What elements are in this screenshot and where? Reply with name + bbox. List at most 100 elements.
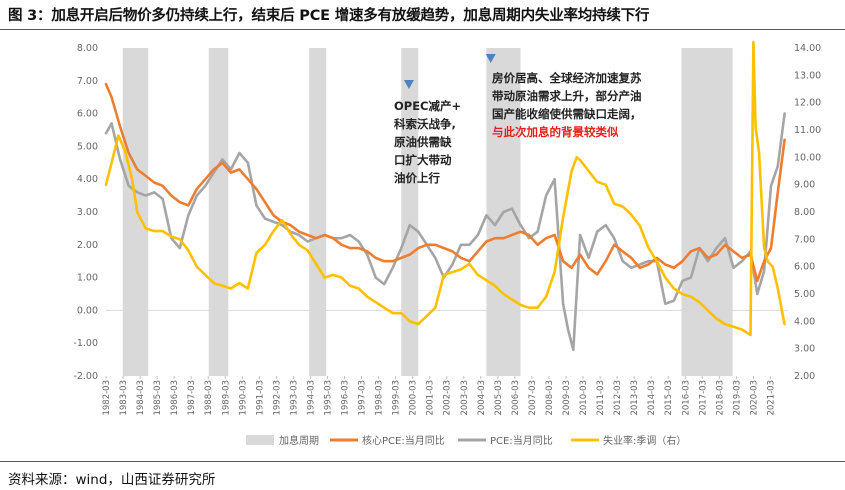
x-tick-label: 2005-03 xyxy=(494,380,504,416)
annotation-opec-line-3: 原油供需缺 xyxy=(394,135,452,149)
x-tick-label: 2003-03 xyxy=(460,380,470,416)
annotation-housing-highlight: 与此次加息的背景较类似 xyxy=(492,125,619,139)
y2-tick-label: 8.00 xyxy=(794,207,815,218)
x-tick-label: 2008-03 xyxy=(545,380,555,416)
hike-band-3 xyxy=(309,48,327,376)
x-tick-label: 2009-03 xyxy=(562,380,572,416)
x-tick-label: 2019-03 xyxy=(732,380,742,416)
y2-tick-label: 5.00 xyxy=(794,289,815,300)
x-tick-label: 2013-03 xyxy=(630,380,640,416)
x-tick-label: 1997-03 xyxy=(358,380,368,416)
y2-tick-label: 7.00 xyxy=(794,234,815,245)
legend: 加息周期 核心PCE:当月同比 PCE:当月同比 失业率:季调（右） xyxy=(246,434,686,447)
y2-tick-label: 6.00 xyxy=(794,262,815,273)
left-axis-ticks: 8.00 7.00 6.00 5.00 4.00 3.00 2.00 1.00 0.00 -1.0… xyxy=(73,43,98,382)
x-tick-label: 2001-03 xyxy=(426,380,436,416)
legend-label-hike: 加息周期 xyxy=(279,434,319,447)
chart: 8.00 7.00 6.00 5.00 4.00 3.00 2.00 1.00 0.00 -1.0… xyxy=(73,40,821,447)
hike-band-1 xyxy=(122,48,149,376)
y2-tick-label: 11.00 xyxy=(794,125,821,136)
hike-band-4 xyxy=(401,48,419,376)
x-tick-label: 1986-03 xyxy=(170,380,180,416)
x-tick-label: 1982-03 xyxy=(102,380,112,416)
series-lines xyxy=(104,40,786,352)
y-tick-label: 0.00 xyxy=(77,305,98,316)
y-tick-label: 2.00 xyxy=(77,240,98,251)
x-tick-label: 2015-03 xyxy=(664,380,674,416)
x-tick-label: 2012-03 xyxy=(613,380,623,416)
y-tick-label: 4.00 xyxy=(77,174,98,185)
top-rule xyxy=(0,29,845,30)
figure-title: 图 3：加息开启后物价多仍持续上行，结束后 PCE 增速多有放缓趋势，加息周期内… xyxy=(8,8,650,24)
y2-tick-label: 14.00 xyxy=(794,43,821,54)
annotation-opec-line-4: 口扩大带动 xyxy=(394,153,452,167)
unemployment-line xyxy=(104,40,786,337)
annotation-housing-line-1: 房价居高、全球经济加速复苏 xyxy=(492,71,642,85)
right-axis-ticks: 14.00 13.00 12.00 11.00 10.00 9.00 8.00 7.00 6.0… xyxy=(794,43,821,382)
x-tick-label: 2016-03 xyxy=(681,380,691,416)
x-tick-label: 1985-03 xyxy=(153,380,163,416)
annotation-opec: OPEC减产+ 科索沃战争, 原油供需缺 口扩大带动 油价上行 xyxy=(394,80,461,185)
legend-swatch-hike xyxy=(246,435,274,445)
y2-tick-label: 4.00 xyxy=(794,316,815,327)
x-tick-label: 2017-03 xyxy=(698,380,708,416)
x-tick-label: 2021-03 xyxy=(766,380,776,416)
annotation-opec-line-2: 科索沃战争, xyxy=(394,117,456,131)
x-tick-label: 2000-03 xyxy=(409,380,419,416)
x-tick-label: 1993-03 xyxy=(289,380,299,416)
y-tick-label: 3.00 xyxy=(77,207,98,218)
x-tick-label: 1992-03 xyxy=(272,380,282,416)
x-tick-label: 1998-03 xyxy=(375,380,385,416)
x-tick-label: 1990-03 xyxy=(238,380,248,416)
x-tick-label: 1994-03 xyxy=(306,380,316,416)
x-tick-label: 1987-03 xyxy=(187,380,197,416)
bottom-rule xyxy=(0,461,845,462)
y2-tick-label: 13.00 xyxy=(794,70,821,81)
x-tick-label: 2020-03 xyxy=(749,380,759,416)
x-tick-label: 2011-03 xyxy=(596,380,606,416)
hike-band-2 xyxy=(208,48,229,376)
annotation-housing-line-3: 国产能收缩使供需缺口走阔， xyxy=(492,107,642,121)
x-tick-label: 2007-03 xyxy=(528,380,538,416)
x-tick-label: 2018-03 xyxy=(715,380,725,416)
y-tick-label: -2.00 xyxy=(73,371,98,382)
x-tick-label: 2004-03 xyxy=(477,380,487,416)
y-tick-label: 8.00 xyxy=(77,43,98,54)
y-tick-label: 1.00 xyxy=(77,273,98,284)
y2-tick-label: 10.00 xyxy=(794,152,821,163)
legend-label-unemployment: 失业率:季调（右） xyxy=(603,434,686,447)
annotation-housing: 房价居高、全球经济加速复苏 带动原油需求上升，部分产油 国产能收缩使供需缺口走阔… xyxy=(485,54,642,139)
y-tick-label: -1.00 xyxy=(73,338,98,349)
x-tick-label: 1996-03 xyxy=(341,380,351,416)
source-note: 资料来源：wind，山西证券研究所 xyxy=(8,472,216,488)
x-tick-label: 2002-03 xyxy=(443,380,453,416)
triangle-marker-icon xyxy=(485,54,496,63)
y2-tick-label: 9.00 xyxy=(794,180,815,191)
legend-label-pce: PCE:当月同比 xyxy=(490,434,553,447)
x-axis-ticks: 1982-03 1983-03 1984-03 1985-03 1986-03 1987-… xyxy=(102,376,776,416)
y-tick-label: 7.00 xyxy=(77,76,98,87)
annotation-housing-line-2: 带动原油需求上升，部分产油 xyxy=(492,89,642,103)
hike-band-6 xyxy=(681,48,733,376)
x-tick-label: 1983-03 xyxy=(119,380,129,416)
y2-tick-label: 3.00 xyxy=(794,344,815,355)
triangle-marker-icon xyxy=(403,80,414,89)
x-tick-label: 1995-03 xyxy=(323,380,333,416)
y-tick-label: 6.00 xyxy=(77,109,98,120)
hike-period-bands xyxy=(122,48,733,376)
annotation-opec-line-5: 油价上行 xyxy=(394,171,440,185)
x-tick-label: 2006-03 xyxy=(511,380,521,416)
x-tick-label: 1989-03 xyxy=(221,380,231,416)
x-tick-label: 2010-03 xyxy=(579,380,589,416)
legend-label-core-pce: 核心PCE:当月同比 xyxy=(362,434,445,447)
core-pce-line xyxy=(104,82,786,283)
y2-tick-label: 2.00 xyxy=(794,371,815,382)
annotation-opec-line-1: OPEC减产+ xyxy=(394,99,461,113)
x-tick-label: 1984-03 xyxy=(136,380,146,416)
y2-tick-label: 12.00 xyxy=(794,98,821,109)
y-tick-label: 5.00 xyxy=(77,141,98,152)
x-tick-label: 1991-03 xyxy=(255,380,265,416)
x-tick-label: 2014-03 xyxy=(647,380,657,416)
x-tick-label: 1988-03 xyxy=(204,380,214,416)
x-tick-label: 1999-03 xyxy=(392,380,402,416)
